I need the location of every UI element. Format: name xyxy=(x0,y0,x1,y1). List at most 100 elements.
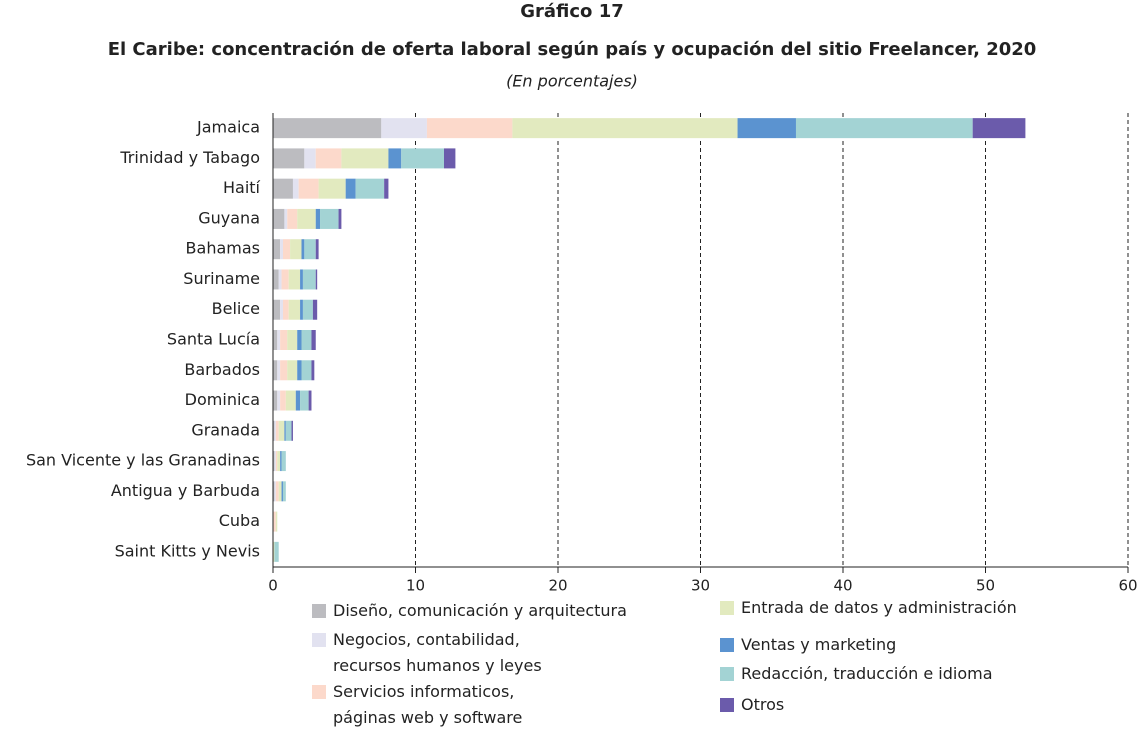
bar-segment xyxy=(288,269,301,290)
bar-segment xyxy=(301,360,312,381)
legend-swatch xyxy=(720,638,734,652)
bar-segment xyxy=(273,239,281,260)
bar-segment xyxy=(384,178,389,199)
bar-segment xyxy=(273,299,281,320)
bar-segment xyxy=(300,390,309,411)
bar-segment xyxy=(298,178,319,199)
y-tick-label: Saint Kitts y Nevis xyxy=(115,541,260,560)
bar-segment xyxy=(275,451,278,472)
bar-segment xyxy=(290,239,302,260)
bar-segment xyxy=(315,148,342,169)
bar-segment xyxy=(304,148,316,169)
x-tick-label: 30 xyxy=(691,577,710,595)
bar-segment xyxy=(273,178,293,199)
bar-segment xyxy=(972,118,1026,139)
bar-segment xyxy=(287,330,298,350)
legend-item: Servicios informaticos, páginas web y sof… xyxy=(312,682,522,727)
legend-swatch xyxy=(312,604,326,618)
legend-swatch xyxy=(720,601,734,615)
bar-segment xyxy=(277,360,281,381)
bar-segment xyxy=(273,541,275,562)
bar-segment xyxy=(302,299,313,320)
bar-segment xyxy=(274,541,279,562)
bar-segment xyxy=(281,451,286,472)
legend-swatch xyxy=(312,685,326,699)
bar-segment xyxy=(444,148,456,169)
bar-segment xyxy=(273,360,278,381)
bar-segment xyxy=(281,481,283,502)
legend-label: Otros xyxy=(741,695,784,714)
bar-segment xyxy=(320,208,339,229)
bar-segment xyxy=(287,208,298,229)
bar-segment xyxy=(281,269,289,290)
x-tick-label: 50 xyxy=(976,577,995,595)
bar-segment xyxy=(282,239,291,260)
bar-segment xyxy=(345,178,356,199)
bar-segment xyxy=(512,118,738,139)
bar-segment xyxy=(273,420,275,441)
legend-item: Otros xyxy=(720,695,784,714)
x-tick-label: 20 xyxy=(548,577,567,595)
y-tick-label: Cuba xyxy=(219,511,260,530)
bar-segment xyxy=(315,239,319,260)
y-tick-label: San Vicente y las Granadinas xyxy=(26,451,260,470)
bar-segment xyxy=(315,208,321,229)
y-tick-label: Belice xyxy=(212,299,260,318)
bar-segment xyxy=(280,330,288,350)
y-tick-label: Granada xyxy=(191,420,260,439)
bar-segment xyxy=(311,360,315,381)
bar-segment xyxy=(280,299,283,320)
y-tick-label: Guyana xyxy=(198,208,260,227)
legend-label: Redacción, traducción e idioma xyxy=(741,664,993,683)
bar-segment xyxy=(341,148,389,169)
legend-item: Entrada de datos y administración xyxy=(720,598,1017,617)
bar-segment xyxy=(273,390,278,411)
y-tick-label: Dominica xyxy=(185,390,260,409)
bar-segment xyxy=(280,239,283,260)
bar-segment xyxy=(277,330,281,350)
bar-segment xyxy=(288,299,301,320)
chart-subtitle: El Caribe: concentración de oferta labor… xyxy=(108,39,1037,60)
bar-segment xyxy=(338,208,342,229)
bar-segment xyxy=(401,148,444,169)
bar-segment xyxy=(273,208,285,229)
legend-swatch xyxy=(720,698,734,712)
bar-segment xyxy=(273,511,276,532)
y-tick-label: Antigua y Barbuda xyxy=(111,481,260,500)
bar-segment xyxy=(275,511,278,532)
bar-segment xyxy=(287,360,298,381)
bar-segment xyxy=(277,390,281,411)
bar-segment xyxy=(284,420,286,441)
legend-label: Negocios, contabilidad, recursos humanos … xyxy=(333,630,542,675)
bar-segment xyxy=(278,481,282,502)
bar-segment xyxy=(308,390,312,411)
chart-note: (En porcentajes) xyxy=(506,72,638,91)
bar-segment xyxy=(291,420,293,441)
bar-segment xyxy=(273,451,275,472)
bar-segment xyxy=(278,420,285,441)
bar-segment xyxy=(301,330,312,350)
bar-segment xyxy=(318,178,346,199)
bar-segment xyxy=(311,330,316,350)
legend-swatch xyxy=(720,667,734,681)
bar-segment xyxy=(273,148,305,169)
legend-label: Diseño, comunicación y arquitectura xyxy=(333,601,627,620)
bar-segment xyxy=(355,178,385,199)
bar-segment xyxy=(304,239,316,260)
y-tick-label: Santa Lucía xyxy=(167,330,260,349)
bar-segment xyxy=(312,299,318,320)
legend-item: Ventas y marketing xyxy=(720,635,896,654)
bar-segment xyxy=(285,390,296,411)
bar-segment xyxy=(277,451,281,472)
bar-segment xyxy=(273,269,279,290)
y-tick-label: Trinidad y Tabago xyxy=(119,148,260,167)
y-tick-label: Suriname xyxy=(183,269,260,288)
bar-segment xyxy=(285,420,292,441)
legend-swatch xyxy=(312,633,326,647)
bar-segment xyxy=(280,451,282,472)
legend-label: Servicios informaticos, páginas web y sof… xyxy=(333,682,522,727)
y-tick-label: Haití xyxy=(223,178,261,197)
legend-label: Ventas y marketing xyxy=(741,635,896,654)
x-tick-label: 60 xyxy=(1118,577,1137,595)
